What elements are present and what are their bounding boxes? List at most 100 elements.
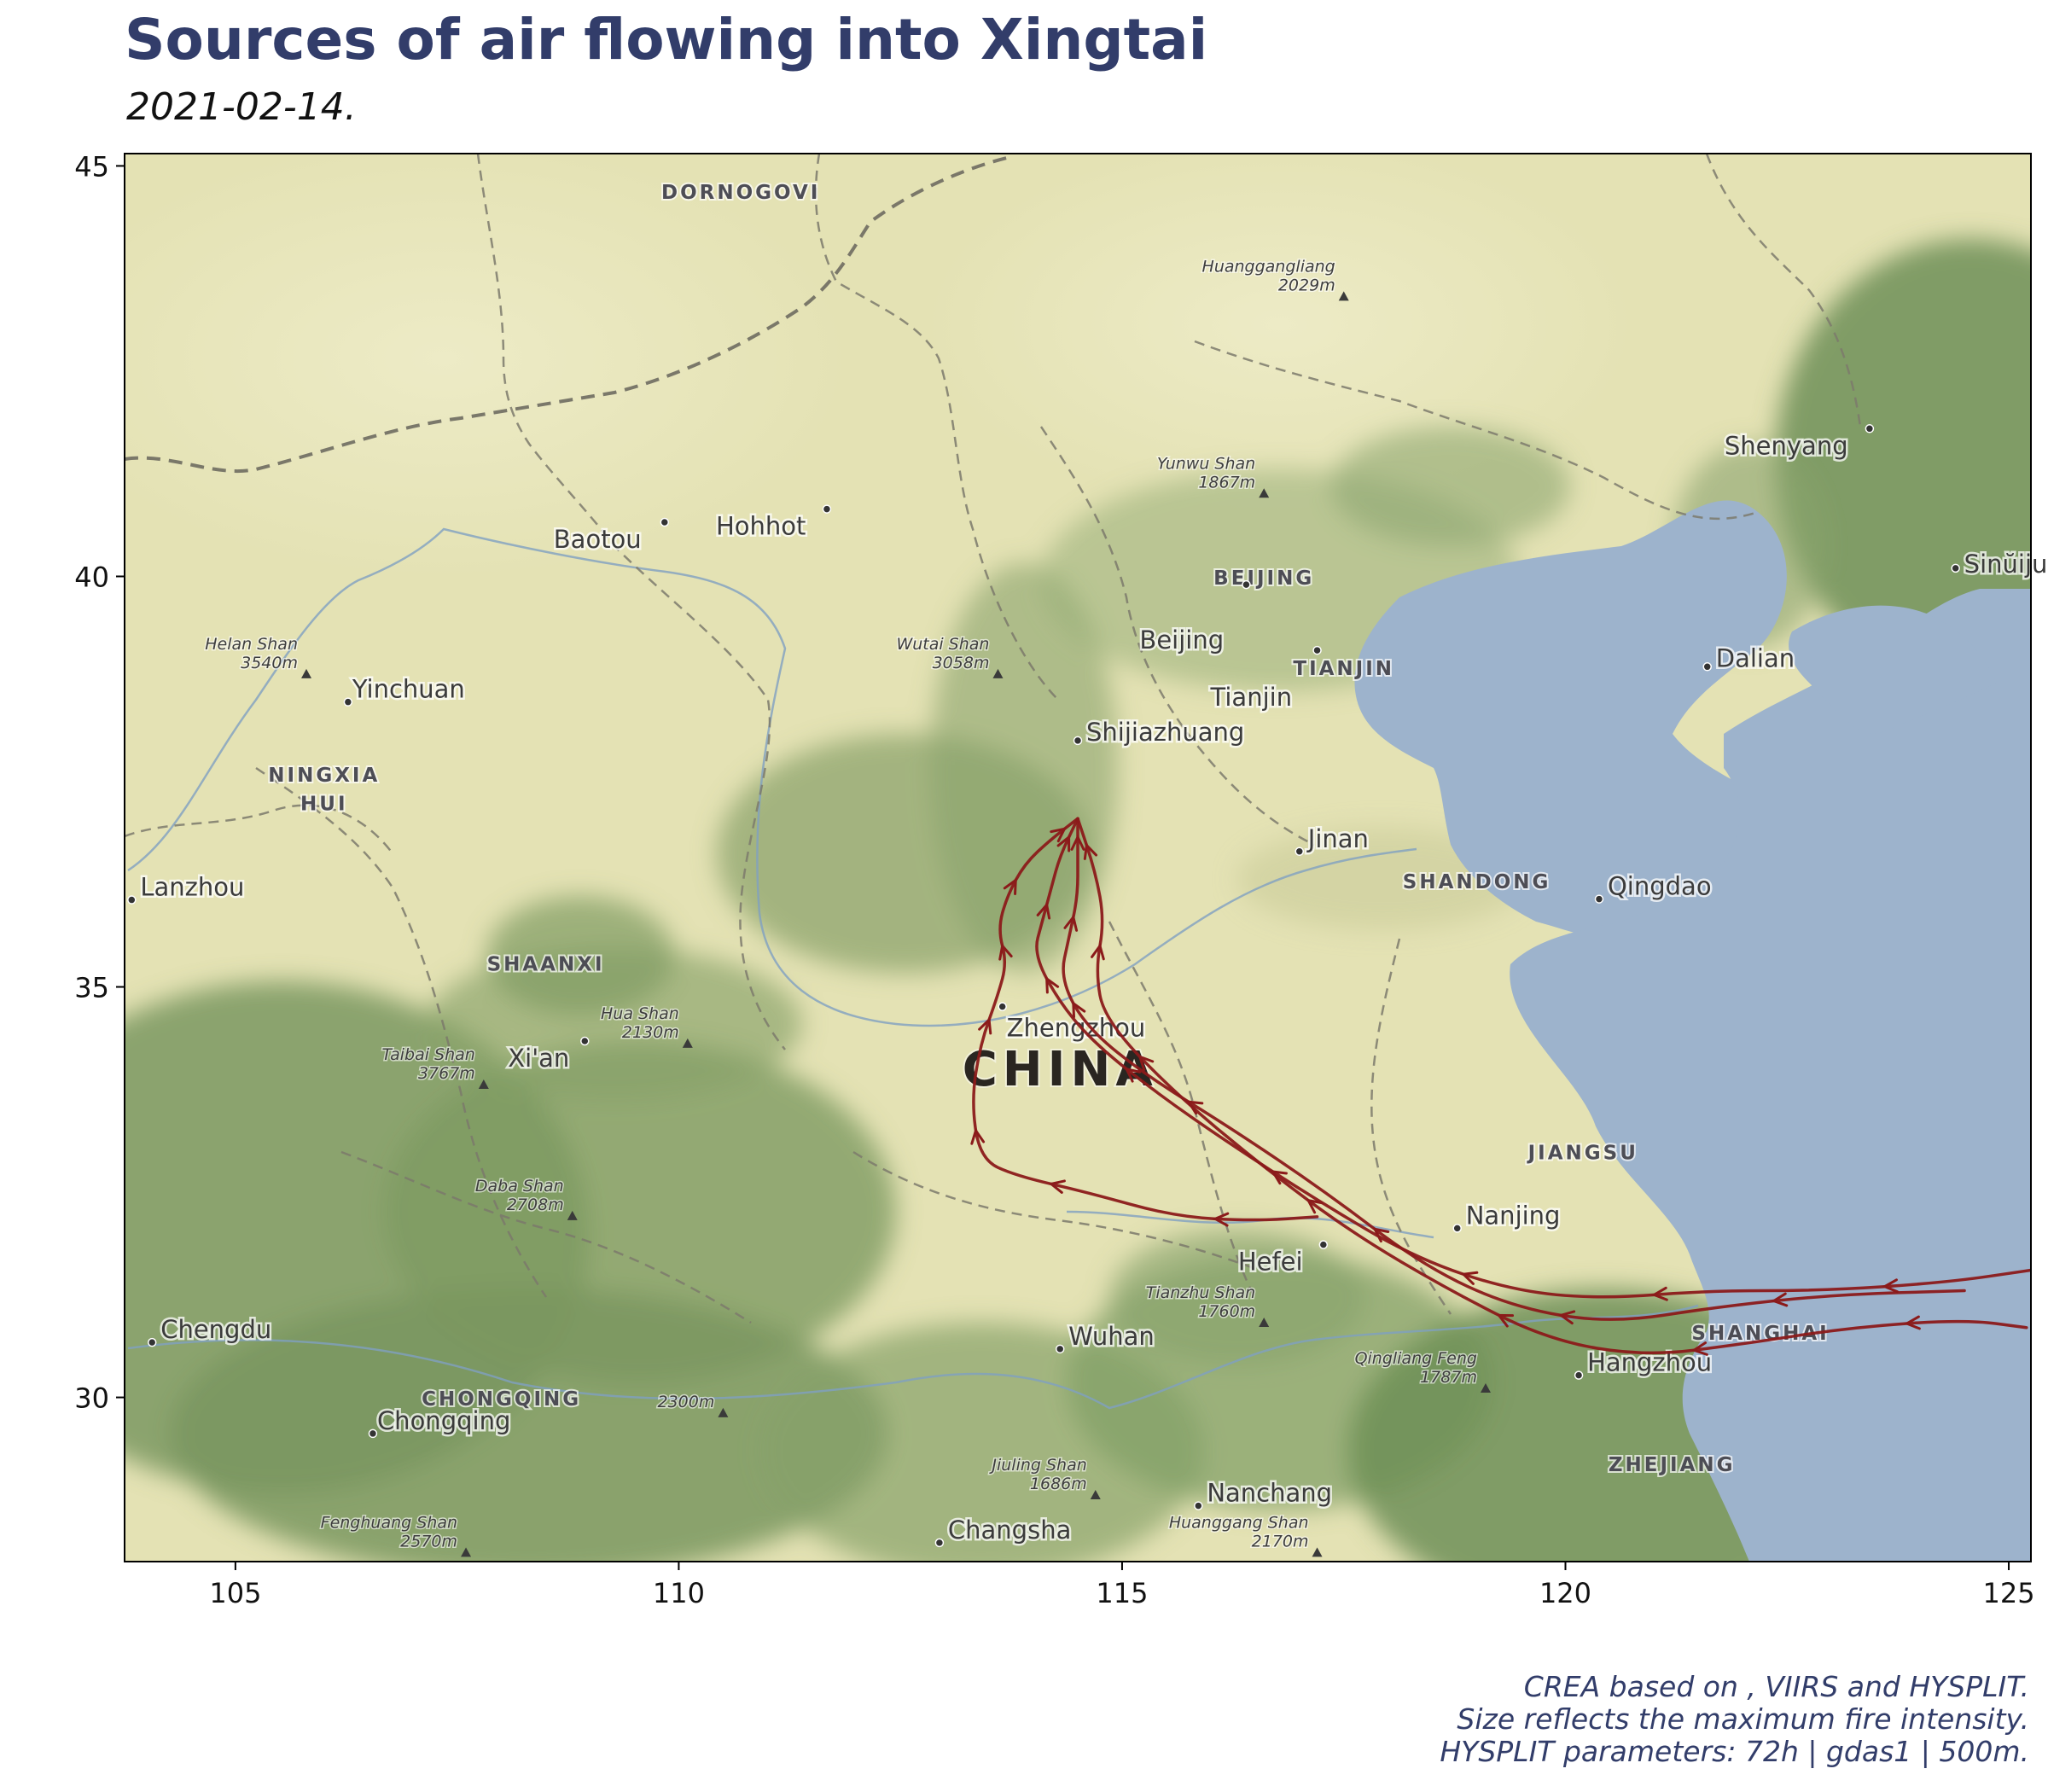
- region-label: HUI: [300, 794, 347, 816]
- peak-icon: [1338, 291, 1349, 301]
- city-label: Shenyang: [1725, 431, 1848, 460]
- x-tick-label: 120: [1539, 1577, 1591, 1609]
- trajectory-arrow: [1003, 877, 1017, 895]
- peak-name: Wutai Shan: [896, 635, 989, 654]
- trajectory-arrow: [1091, 943, 1105, 961]
- city-label: Xi'an: [508, 1044, 569, 1073]
- x-tick-label: 115: [1096, 1577, 1148, 1609]
- peak-icon: [1259, 1317, 1270, 1327]
- caption-line-3: HYSPLIT parameters: 72h | gdas1 | 500m.: [1440, 1735, 2029, 1768]
- peak-icon: [682, 1038, 693, 1048]
- relief-dabie: [1109, 1229, 1365, 1365]
- peak-icon: [1259, 488, 1270, 498]
- trajectory-arrow: [1137, 1054, 1155, 1072]
- peak-name: Taibai Shan: [381, 1045, 474, 1064]
- peak-elevation: 2300m: [657, 1393, 714, 1411]
- border-5: [1370, 938, 1452, 1315]
- trajectory-arrow: [1904, 1315, 1921, 1330]
- region-label: CHONGQING: [422, 1388, 581, 1411]
- trajectory-arrow: [1212, 1212, 1230, 1227]
- y-tick-label: 35: [74, 972, 109, 1004]
- peak-name: Helan Shan: [205, 635, 298, 654]
- trajectory-arrow: [1072, 1000, 1086, 1019]
- y-tick-label: 30: [74, 1382, 109, 1415]
- desert-shading: [125, 154, 853, 580]
- peak-icon: [567, 1210, 578, 1220]
- border-3: [1039, 426, 1315, 847]
- peak-icon: [461, 1547, 472, 1557]
- city-label: Chengdu: [160, 1315, 271, 1344]
- region-label: TIANJIN: [1293, 658, 1394, 680]
- peak-name: Daba Shan: [475, 1177, 564, 1196]
- city-dot-icon: [368, 1428, 378, 1439]
- trajectory-arrow: [970, 1127, 986, 1145]
- international-border: [125, 156, 1008, 474]
- bohai-sea: [1354, 500, 1813, 941]
- city-label: Nanchang: [1207, 1479, 1332, 1508]
- city-dot-icon: [147, 1337, 157, 1347]
- peak-name: Tianzhu Shan: [1146, 1283, 1255, 1302]
- peak-elevation: 2708m: [507, 1196, 564, 1214]
- relief-shandong: [1237, 828, 1527, 930]
- peak-icon: [478, 1079, 489, 1089]
- city-dot-icon: [1702, 662, 1712, 672]
- city-label: Shijiazhuang: [1086, 718, 1244, 747]
- region-label: JIANGSU: [1527, 1143, 1638, 1165]
- city-dot-icon: [1951, 563, 1960, 573]
- city-dot-icon: [1452, 1224, 1462, 1233]
- trajectory-line: [972, 817, 1319, 1222]
- city-dot-icon: [343, 697, 353, 707]
- city-label: Hangzhou: [1587, 1348, 1712, 1377]
- trajectory-arrow: [978, 1016, 992, 1035]
- peak-icon: [301, 668, 312, 678]
- trajectory-arrow: [1496, 1313, 1515, 1328]
- peak-elevation: 3767m: [418, 1064, 475, 1083]
- city-label: Baotou: [554, 525, 642, 554]
- peak-elevation: 2130m: [622, 1023, 679, 1042]
- terrain-relief: [125, 239, 2031, 1562]
- yangtze-river: [127, 1304, 1699, 1410]
- peak-name: Jiuling Shan: [988, 1456, 1086, 1475]
- trajectory-arrow: [998, 943, 1013, 961]
- korea-bay: [1789, 605, 1997, 734]
- peak-name: Fenghuang Shan: [321, 1513, 457, 1532]
- peak-elevation: 2029m: [1278, 276, 1335, 294]
- city-dot-icon: [580, 1036, 590, 1046]
- trajectory-arrow: [1036, 901, 1051, 920]
- peak-name: Huanggangliang: [1202, 257, 1335, 276]
- city-label: Chongqing: [377, 1406, 510, 1435]
- city-label: Lanzhou: [140, 873, 244, 902]
- city-dot-icon: [934, 1538, 945, 1548]
- peak-name: Yunwu Shan: [1157, 454, 1255, 473]
- trajectory-arrow: [1460, 1271, 1479, 1285]
- peak-name: Huanggang Shan: [1169, 1513, 1309, 1532]
- yellow-river: [127, 527, 1417, 1027]
- city-dot-icon: [1242, 579, 1251, 590]
- city-dot-icon: [1295, 847, 1305, 857]
- trajectory-arrow: [1050, 827, 1068, 843]
- border-11: [340, 1150, 752, 1324]
- trajectory-arrow: [1063, 914, 1079, 932]
- basemap: [125, 154, 2031, 1562]
- y-axis: 30 35 40 45: [74, 150, 125, 1415]
- yellow-sea: [1510, 589, 2031, 1562]
- city-dot-icon: [1865, 424, 1875, 433]
- city-label: Qingdao: [1608, 872, 1712, 901]
- peak-elevation: 2170m: [1252, 1532, 1309, 1551]
- country-label: CHINA: [963, 1042, 1158, 1097]
- border-1: [476, 154, 786, 1050]
- border-7: [125, 804, 393, 854]
- city-label: Dalian: [1716, 643, 1795, 672]
- mongolia-border: [125, 156, 1008, 474]
- peak-icon: [1312, 1547, 1323, 1557]
- trajectory-arrow: [1690, 1341, 1708, 1356]
- region-label: SHAANXI: [487, 953, 605, 975]
- border-9: [1194, 340, 1759, 521]
- city-dot-icon: [660, 517, 670, 527]
- city-dot-icon: [1574, 1370, 1584, 1380]
- city-dot-icon: [1318, 1240, 1329, 1249]
- map-labels: DORNOGOVI BEIJING TIANJIN NINGXIA HUI SHAANXI…: [127, 180, 2048, 1557]
- trajectory-arrow: [1306, 1198, 1324, 1214]
